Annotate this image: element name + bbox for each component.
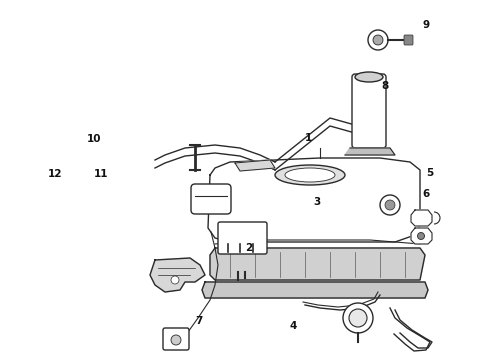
Text: 9: 9 xyxy=(422,20,430,30)
Polygon shape xyxy=(411,210,432,226)
Text: 12: 12 xyxy=(48,168,63,179)
Text: 6: 6 xyxy=(422,189,430,199)
Circle shape xyxy=(368,30,388,50)
Text: 4: 4 xyxy=(289,321,296,331)
FancyBboxPatch shape xyxy=(218,222,267,254)
Polygon shape xyxy=(411,228,432,244)
Circle shape xyxy=(343,303,373,333)
Circle shape xyxy=(171,276,179,284)
Text: 2: 2 xyxy=(245,243,252,253)
Polygon shape xyxy=(150,258,205,292)
Text: 7: 7 xyxy=(195,316,202,326)
Text: 8: 8 xyxy=(381,81,389,91)
Text: 3: 3 xyxy=(314,197,321,207)
Ellipse shape xyxy=(285,168,335,182)
Polygon shape xyxy=(202,282,428,298)
Polygon shape xyxy=(345,148,395,155)
FancyBboxPatch shape xyxy=(404,35,413,45)
Polygon shape xyxy=(235,160,275,171)
Polygon shape xyxy=(208,158,420,242)
FancyBboxPatch shape xyxy=(163,328,189,350)
Circle shape xyxy=(380,195,400,215)
FancyBboxPatch shape xyxy=(191,184,231,214)
Text: 5: 5 xyxy=(426,168,434,178)
Ellipse shape xyxy=(275,165,345,185)
Circle shape xyxy=(373,35,383,45)
Text: 1: 1 xyxy=(305,132,312,143)
Circle shape xyxy=(417,233,424,239)
Circle shape xyxy=(349,309,367,327)
FancyBboxPatch shape xyxy=(352,74,386,148)
Circle shape xyxy=(171,335,181,345)
Text: 11: 11 xyxy=(94,168,109,179)
Ellipse shape xyxy=(355,72,383,82)
Polygon shape xyxy=(210,248,425,280)
Circle shape xyxy=(385,200,395,210)
Text: 10: 10 xyxy=(87,134,102,144)
